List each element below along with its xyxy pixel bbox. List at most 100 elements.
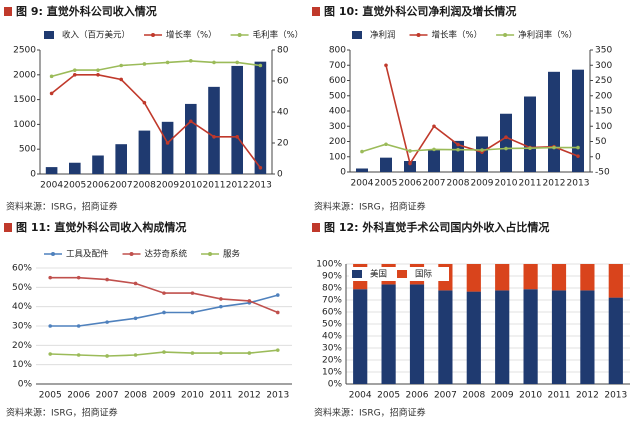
line-marker [258,166,263,170]
x-tick-label: 2009 [153,391,176,401]
line-marker [219,351,223,355]
x-tick-label: 2009 [156,181,179,191]
line-marker [384,63,388,68]
y-tick-label: 1000 [13,120,36,130]
legend-marker [416,33,421,37]
y-tick-label: 40% [322,332,342,342]
line-marker [235,60,239,65]
title-icon [4,7,12,16]
line-marker [552,145,556,150]
legend-label: 国际 [415,270,433,280]
series-line [50,276,279,314]
x-tick-label: 2010 [519,391,542,401]
bar [404,161,416,172]
title-icon [4,223,12,232]
legend-marker [503,33,508,37]
bar [45,167,58,174]
legend-label: 毛利率（%） [253,30,304,41]
line-marker [142,62,147,66]
bar [161,121,174,174]
stack-segment [580,290,595,384]
legend-label: 工具及配件 [66,249,109,260]
line-marker [189,59,193,63]
line-marker [480,148,484,152]
x-tick-label: 2010 [495,179,518,189]
line-marker [162,291,166,295]
line-marker [162,350,166,354]
y-tick-label: 10% [12,360,32,370]
x-tick-label: 2011 [548,391,571,401]
legend-swatch [397,270,408,278]
y2-tick-label: 150 [595,107,612,117]
series-line [361,143,578,153]
y-tick-label: 100% [316,260,342,270]
stack-segment [523,289,538,384]
y2-tick-label: 0 [595,152,601,162]
x-tick-label: 2006 [87,181,110,191]
y2-tick-label: 250 [595,76,612,86]
legend-marker [51,252,55,256]
line-marker [219,297,223,301]
y-tick-label: 0% [328,380,343,390]
y2-tick-label: 40 [277,108,289,118]
x-tick-label: 2010 [181,391,204,401]
x-tick-label: 2007 [110,181,133,191]
x-tick-label: 2005 [39,391,62,401]
line-marker [360,149,364,154]
x-tick-label: 2013 [604,391,627,401]
line-marker [432,147,436,152]
y-tick-label: 1500 [13,95,36,105]
y-tick-label: 0 [30,170,36,180]
x-tick-label: 2012 [576,391,599,401]
x-tick-label: 2004 [349,391,372,401]
line-marker [258,63,263,68]
line-marker [504,146,508,151]
stack-segment [580,264,595,291]
legend-label: 收入（百万美元） [62,30,130,41]
legend-swatch [352,270,362,278]
legend-marker [237,33,242,37]
x-tick-label: 2007 [434,391,457,401]
line-marker [165,141,170,145]
stack-segment [466,264,481,292]
x-tick-label: 2007 [96,391,119,401]
bar [548,71,560,172]
bar [231,65,243,174]
stack-segment [409,284,425,384]
bar [380,157,392,172]
x-tick-label: 2006 [67,391,90,401]
x-tick-label: 2011 [203,181,226,191]
stack-segment [551,264,567,291]
stack-segment [381,284,396,384]
chart-title: 图 9: 直觉外科公司收入情况 [16,4,157,18]
legend-swatch [352,31,362,39]
line-marker [275,348,280,352]
line-marker [247,299,252,303]
bar [572,69,584,172]
x-tick-label: 2012 [238,391,261,401]
stack-segment [438,290,453,384]
line-marker [105,354,109,358]
line-marker [408,149,412,153]
line-marker [456,142,460,147]
line-marker [576,154,580,158]
y-tick-label: 300 [329,122,346,132]
line-marker [49,74,54,79]
legend-marker [208,252,213,256]
y2-tick-label: 350 [595,46,612,56]
chart-title: 图 10: 直觉外科公司净利润及增长情况 [324,4,516,18]
line-marker [384,142,388,147]
y-tick-label: 20% [322,356,342,366]
y-tick-label: 800 [329,46,346,56]
series-line [51,60,261,78]
line-marker [432,124,436,129]
stack-segment [551,290,567,384]
legend-label: 净利润率（%） [518,30,577,41]
stack-segment [353,289,368,384]
line-marker [504,135,508,140]
x-tick-label: 2012 [226,181,249,191]
y-tick-label: 60% [322,308,342,318]
bar [428,149,440,172]
line-marker [96,68,100,72]
source-note: 资料来源：ISRG，招商证券 [6,407,118,419]
